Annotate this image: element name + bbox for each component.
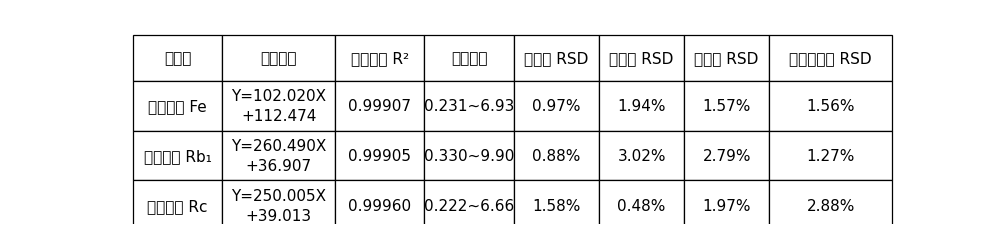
Text: 0.99960: 0.99960 xyxy=(348,198,411,213)
Text: 1.97%: 1.97% xyxy=(702,198,751,213)
Text: 0.97%: 0.97% xyxy=(532,99,581,114)
Bar xyxy=(335,36,424,82)
Text: 化合物: 化合物 xyxy=(164,51,191,66)
Text: 0.222~6.66: 0.222~6.66 xyxy=(424,198,514,213)
Text: 三七皂苷 Fe: 三七皂苷 Fe xyxy=(148,99,207,114)
Text: 2.79%: 2.79% xyxy=(702,148,751,163)
Text: 人参皂苷 Rb₁: 人参皂苷 Rb₁ xyxy=(144,148,211,163)
Bar xyxy=(599,82,684,131)
Text: 稳定性 RSD: 稳定性 RSD xyxy=(609,51,674,66)
Text: Y=260.490X
+36.907: Y=260.490X +36.907 xyxy=(231,139,326,173)
Bar xyxy=(424,82,514,131)
Bar xyxy=(769,82,892,131)
Bar xyxy=(684,82,769,131)
Bar xyxy=(769,181,892,230)
Text: 1.57%: 1.57% xyxy=(702,99,751,114)
Bar xyxy=(424,181,514,230)
Bar xyxy=(769,36,892,82)
Text: 0.99907: 0.99907 xyxy=(348,99,411,114)
Bar xyxy=(599,131,684,181)
Text: 人参皂苷 Rc: 人参皂苷 Rc xyxy=(147,198,208,213)
Text: 1.94%: 1.94% xyxy=(617,99,666,114)
Bar xyxy=(222,82,335,131)
Text: Y=250.005X
+39.013: Y=250.005X +39.013 xyxy=(231,188,326,223)
Text: 回归方程: 回归方程 xyxy=(260,51,297,66)
Bar xyxy=(769,131,892,181)
Bar xyxy=(222,181,335,230)
Text: 0.231~6.93: 0.231~6.93 xyxy=(424,99,514,114)
Text: 3.02%: 3.02% xyxy=(617,148,666,163)
Text: 0.48%: 0.48% xyxy=(617,198,666,213)
Text: 1.56%: 1.56% xyxy=(806,99,855,114)
Text: Y=102.020X
+112.474: Y=102.020X +112.474 xyxy=(231,89,326,124)
Bar xyxy=(684,181,769,230)
Text: 1.27%: 1.27% xyxy=(807,148,855,163)
Bar xyxy=(335,181,424,230)
Bar xyxy=(222,131,335,181)
Text: 0.99905: 0.99905 xyxy=(348,148,411,163)
Bar xyxy=(335,82,424,131)
Bar xyxy=(133,82,222,131)
Text: 1.58%: 1.58% xyxy=(532,198,581,213)
Bar xyxy=(424,36,514,82)
Bar xyxy=(222,36,335,82)
Text: 重复性 RSD: 重复性 RSD xyxy=(694,51,759,66)
Text: 2.88%: 2.88% xyxy=(807,198,855,213)
Bar xyxy=(684,131,769,181)
Text: 线性范围: 线性范围 xyxy=(451,51,487,66)
Text: 加样回收率 RSD: 加样回收率 RSD xyxy=(789,51,872,66)
Bar xyxy=(599,36,684,82)
Bar xyxy=(133,181,222,230)
Bar xyxy=(514,131,599,181)
Text: 可决系数 R²: 可决系数 R² xyxy=(351,51,409,66)
Bar xyxy=(599,181,684,230)
Bar xyxy=(133,131,222,181)
Text: 0.330~9.90: 0.330~9.90 xyxy=(424,148,514,163)
Text: 精密度 RSD: 精密度 RSD xyxy=(524,51,589,66)
Text: 0.88%: 0.88% xyxy=(532,148,581,163)
Bar xyxy=(514,36,599,82)
Bar xyxy=(514,181,599,230)
Bar xyxy=(133,36,222,82)
Bar xyxy=(514,82,599,131)
Bar xyxy=(424,131,514,181)
Bar xyxy=(335,131,424,181)
Bar xyxy=(684,36,769,82)
